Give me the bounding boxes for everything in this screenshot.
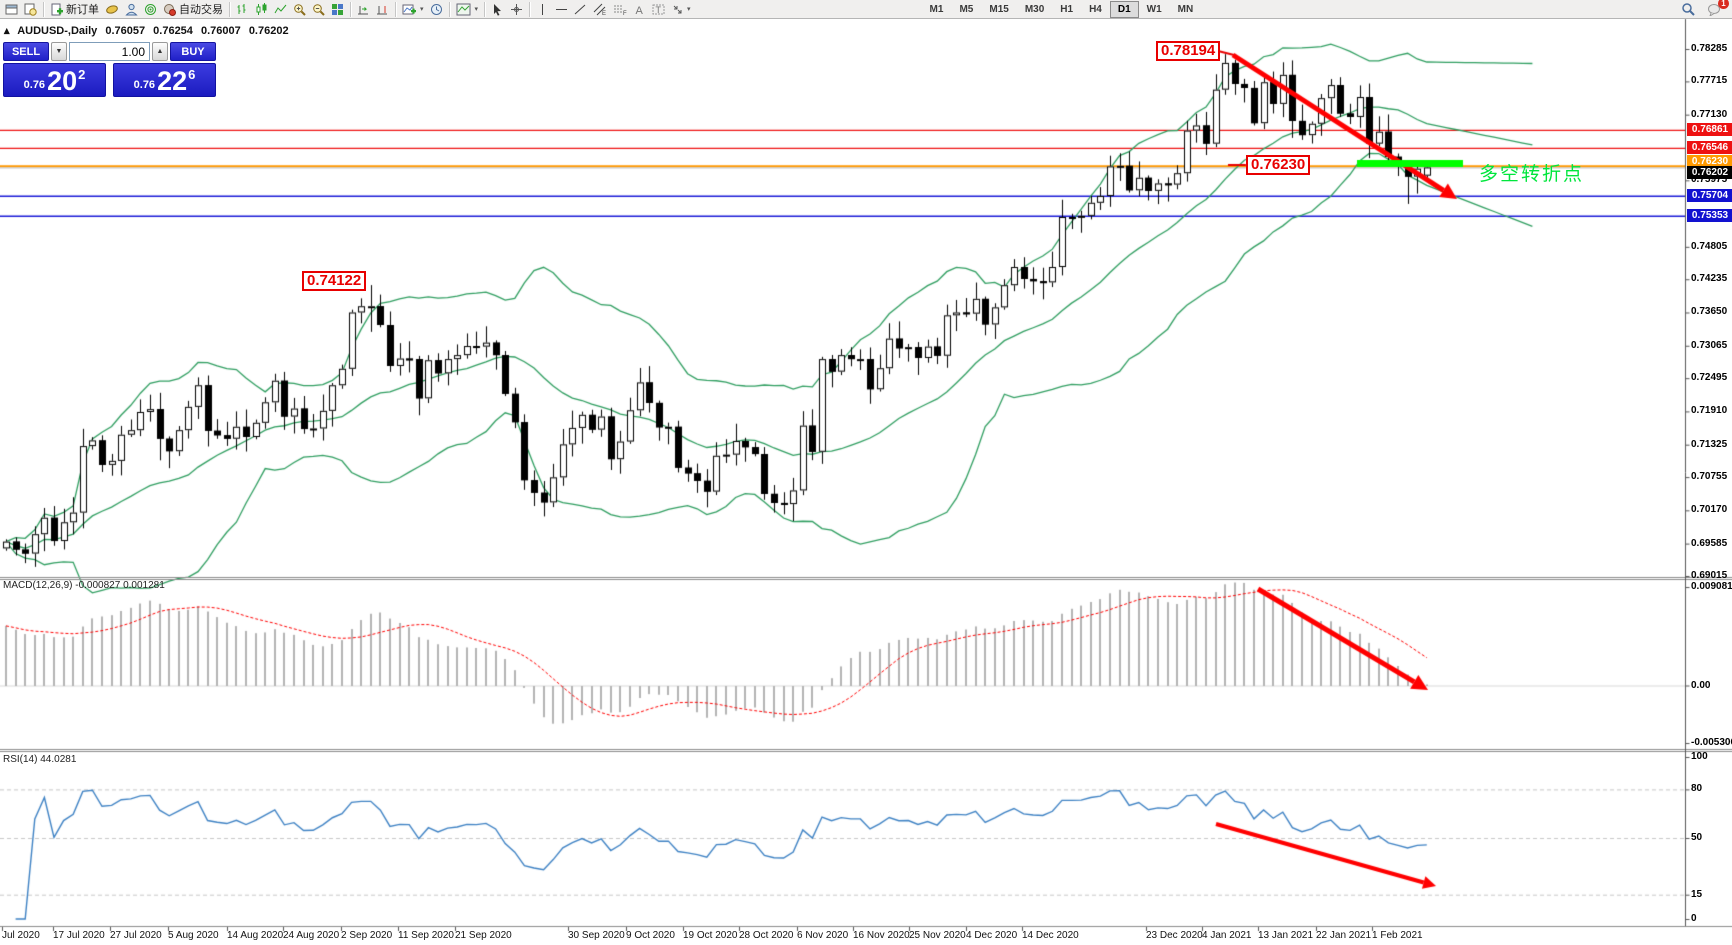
- timeframe-d1[interactable]: D1: [1109, 0, 1139, 18]
- indicators-icon[interactable]: ▾: [399, 1, 427, 18]
- notifications-icon[interactable]: 1: [1704, 0, 1729, 18]
- chart-shift-icon[interactable]: [373, 1, 392, 18]
- toolbar-separator: [484, 1, 486, 17]
- buy-button[interactable]: BUY: [170, 42, 216, 61]
- timeframe-h4[interactable]: H4: [1089, 3, 1102, 15]
- toolbar-separator: [448, 1, 450, 17]
- bar-chart-icon[interactable]: [233, 1, 252, 18]
- new-order-button[interactable]: 新订单: [47, 1, 102, 18]
- buy-price-main: 22: [157, 66, 188, 96]
- svg-text:A: A: [636, 5, 644, 16]
- horizontal-line-icon[interactable]: [552, 1, 571, 18]
- toolbar-separator: [229, 1, 230, 17]
- cursor-icon[interactable]: [488, 1, 507, 18]
- autotrading-label: 自动交易: [179, 4, 223, 16]
- svg-text:F: F: [623, 11, 627, 16]
- tile-windows-icon[interactable]: [328, 1, 347, 18]
- timeframe-m30[interactable]: M30: [1024, 3, 1045, 15]
- sell-price-base: 0.76: [23, 79, 46, 91]
- equidistant-channel-icon[interactable]: E: [590, 1, 610, 18]
- autotrading-button[interactable]: 自动交易: [160, 1, 226, 18]
- auto-scroll-icon[interactable]: [354, 1, 373, 18]
- svg-text:T: T: [656, 5, 662, 15]
- svg-text:E: E: [602, 11, 606, 16]
- toolbar: 新订单 自动交易 ▾ ▾ E F A T ▾ M1 M5 M15 M30 H1 H4 D1 W…: [0, 0, 1732, 19]
- text-label-icon[interactable]: T: [649, 1, 668, 18]
- zoom-out-icon[interactable]: [309, 1, 328, 18]
- fibonacci-icon[interactable]: F: [610, 1, 630, 18]
- candlestick-chart-icon[interactable]: [252, 1, 271, 18]
- timeframe-group: M1 M5 M15 M30 H1 H4 D1 W1 MN: [922, 0, 1202, 18]
- buy-price-base: 0.76: [133, 79, 156, 91]
- notification-count-badge: 1: [1718, 0, 1729, 9]
- signals-icon[interactable]: [141, 1, 160, 18]
- sell-price-main: 20: [47, 66, 78, 96]
- buy-price-panel[interactable]: 0.76 22 6: [113, 63, 216, 97]
- toolbar-separator: [43, 1, 44, 17]
- timeframe-m1[interactable]: M1: [929, 3, 944, 15]
- volume-increase-button[interactable]: ▲: [152, 42, 168, 61]
- volume-input[interactable]: [69, 42, 150, 61]
- timeframe-m15[interactable]: M15: [989, 3, 1009, 15]
- trendline-icon[interactable]: [571, 1, 590, 18]
- search-icon[interactable]: [1678, 1, 1698, 18]
- timeframe-m5[interactable]: M5: [959, 3, 974, 15]
- buy-price-pip: 6: [188, 67, 196, 82]
- periodicity-icon[interactable]: [427, 1, 446, 18]
- one-click-trade-panel: SELL ▼ ▲ BUY 0.76 20 2 0.76 22 6: [3, 42, 216, 97]
- community-icon[interactable]: [122, 1, 141, 18]
- new-order-icon: [51, 3, 63, 15]
- sound-icon[interactable]: [102, 1, 122, 18]
- toolbar-separator: [350, 1, 351, 17]
- timeframe-mn[interactable]: MN: [1177, 3, 1194, 15]
- arrows-tool-icon[interactable]: ▾: [668, 1, 694, 18]
- new-order-label: 新订单: [66, 4, 99, 16]
- line-chart-icon[interactable]: [271, 1, 290, 18]
- zoom-in-icon[interactable]: [290, 1, 309, 18]
- timeframe-h1[interactable]: H1: [1060, 3, 1074, 15]
- toolbar-separator: [395, 1, 396, 17]
- toolbar-separator: [529, 1, 531, 17]
- sell-button[interactable]: SELL: [3, 42, 49, 61]
- crosshair-icon[interactable]: [507, 1, 526, 18]
- chart-window-icon[interactable]: [2, 1, 21, 18]
- sell-price-panel[interactable]: 0.76 20 2: [3, 63, 106, 97]
- volume-decrease-button[interactable]: ▼: [51, 42, 67, 61]
- text-icon[interactable]: A: [630, 1, 649, 18]
- vertical-line-icon[interactable]: [533, 1, 552, 18]
- data-window-icon[interactable]: [21, 1, 40, 18]
- autotrading-icon: [164, 3, 176, 16]
- templates-icon[interactable]: ▾: [453, 1, 482, 18]
- sell-price-pip: 2: [78, 67, 86, 82]
- timeframe-w1[interactable]: W1: [1146, 3, 1162, 15]
